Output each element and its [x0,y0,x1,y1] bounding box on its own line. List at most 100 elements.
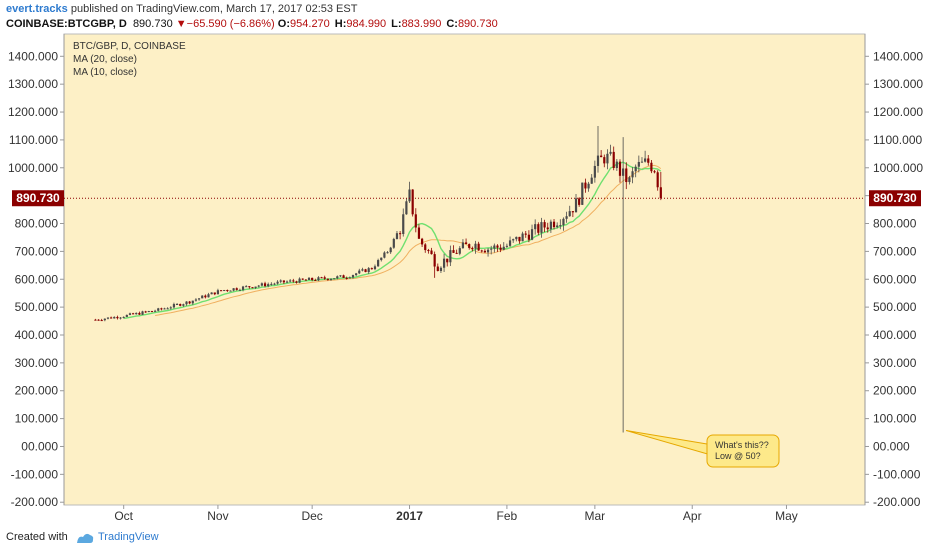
candle-body [490,248,493,250]
candle-body [427,250,430,252]
candle [116,315,119,320]
candle-body [333,278,336,280]
price-chart[interactable]: 1400.000 1300.000 1200.000 1100.000 1000.000… [0,32,932,527]
candle-body [628,177,631,183]
candle-body [644,158,647,162]
candle-body [326,278,329,280]
candle-body [496,245,499,248]
candle-body [285,281,289,283]
candle-body [163,308,166,310]
y-axis-left: 1400.000 1300.000 1200.000 1100.000 1000.000… [8,49,64,509]
candle-body [634,166,637,172]
candle-body [408,189,411,202]
candle [458,246,461,256]
candle-body [449,250,452,263]
y-tick-label: -200.000 [873,495,921,509]
candle-body [430,250,433,255]
candle [493,243,496,253]
created-with-text: Created with [6,531,68,543]
candle-body [442,258,446,268]
candle [160,307,163,311]
candle [232,288,235,292]
candle [263,281,267,288]
y-tick-label: 200.000 [873,384,917,398]
candle-body [653,171,656,173]
symbol-line: COINBASE:BTCGBP, D 890.730 ▼−65.590 (−6.… [6,18,503,30]
candle [634,164,637,178]
candle [364,268,367,273]
candle [323,275,326,280]
price-label-right-bg [869,190,921,207]
candle-body [505,245,509,247]
candle-body [439,267,443,271]
candle [637,155,640,173]
candle [257,284,260,288]
candle-body [640,161,644,163]
candle [345,276,348,280]
candle [169,306,172,310]
candle-body [631,171,634,178]
candle [581,182,584,206]
candle-body [345,277,348,279]
candle-body [405,201,408,215]
price-change: −65.590 (−6.86%) [186,18,275,30]
candle-body [257,285,260,287]
y-tick-label: 00.000 [873,439,910,453]
y-tick-label: 00.000 [21,439,58,453]
candle [549,219,552,233]
candle [436,263,439,272]
candle [380,257,383,262]
candle-body [521,233,524,242]
y-tick-label: 1200.000 [8,105,58,119]
candle [640,157,644,163]
y-tick-label: 400.000 [873,328,917,342]
candle [552,218,556,230]
ma10-line-group [123,161,662,320]
candle [417,224,421,240]
candle [574,193,578,213]
candle-body [125,314,128,317]
candle-body [364,269,367,273]
last-price: 890.730 [132,18,173,30]
candle-body [320,277,323,279]
candle-body [147,311,150,313]
candle [612,146,615,171]
candle-body [424,244,427,251]
chart-legend: BTC/GBP, D, COINBASE MA (20, close) MA (… [73,41,186,78]
tradingview-logo-icon [77,533,94,543]
candle [483,249,487,253]
candle [175,303,179,306]
candle [210,292,213,295]
publish-line: evert.tracks published on TradingView.co… [6,3,357,15]
annotation-callout[interactable]: What's this??Low @ 50? [625,430,780,468]
candle-body [191,300,194,304]
candle-body [342,275,345,278]
candle [449,245,452,267]
candle [285,280,289,283]
candle [625,162,628,190]
candle [276,280,279,285]
candle [527,230,530,243]
candle-body [546,227,549,230]
candle [97,319,100,321]
candle [219,290,223,292]
candle-body [132,313,135,315]
legend-ma20: MA (20, close) [73,54,137,65]
candle [455,249,458,255]
tradingview-brand[interactable]: TradingView [98,531,159,543]
x-tick-label: Dec [301,509,322,523]
candle [141,310,144,316]
author-link[interactable]: evert.tracks [6,3,68,15]
candle-body [235,288,238,290]
candle [301,278,304,280]
candle-body [150,311,154,313]
candle-body [590,177,593,184]
candle-body [219,290,223,292]
candle [383,251,386,259]
candle [650,159,653,174]
candle [593,160,596,183]
candle [609,144,612,156]
candle [578,197,581,207]
y-tick-label: 800.000 [873,217,917,231]
candle [461,239,465,249]
